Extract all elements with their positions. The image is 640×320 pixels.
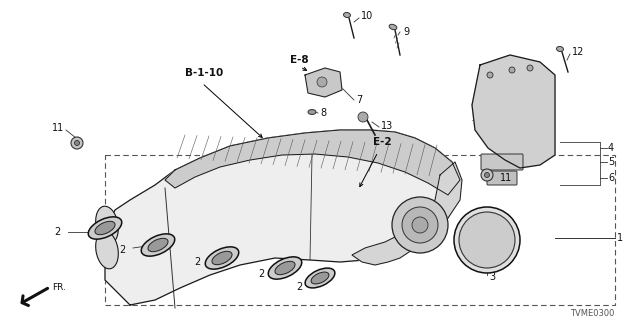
Ellipse shape [308, 109, 316, 115]
Circle shape [358, 112, 368, 122]
Circle shape [459, 212, 515, 268]
Circle shape [392, 197, 448, 253]
Ellipse shape [148, 238, 168, 252]
Circle shape [74, 140, 79, 146]
Ellipse shape [268, 257, 301, 279]
Ellipse shape [212, 251, 232, 265]
Ellipse shape [205, 247, 239, 269]
Text: 2: 2 [296, 282, 302, 292]
Polygon shape [165, 130, 460, 195]
Text: E-8: E-8 [290, 55, 308, 65]
Circle shape [481, 169, 493, 181]
Circle shape [412, 217, 428, 233]
Text: 2: 2 [258, 269, 264, 279]
Ellipse shape [95, 231, 118, 269]
Bar [105, 155, 615, 305]
Text: E-2: E-2 [373, 137, 392, 147]
Text: 9: 9 [403, 27, 409, 37]
Polygon shape [105, 130, 460, 305]
Text: 11: 11 [500, 173, 512, 183]
Circle shape [317, 77, 327, 87]
Text: 10: 10 [361, 11, 373, 21]
Ellipse shape [305, 268, 335, 288]
Ellipse shape [389, 24, 397, 30]
Circle shape [527, 65, 533, 71]
Polygon shape [305, 68, 342, 97]
Circle shape [71, 137, 83, 149]
Circle shape [402, 207, 438, 243]
Text: 11: 11 [52, 123, 64, 133]
Circle shape [454, 207, 520, 273]
Ellipse shape [141, 234, 175, 256]
Ellipse shape [311, 272, 329, 284]
FancyBboxPatch shape [481, 154, 523, 170]
Text: 2: 2 [119, 245, 125, 255]
Ellipse shape [95, 206, 118, 244]
Text: 7: 7 [356, 95, 362, 105]
Text: B-1-10: B-1-10 [185, 68, 223, 78]
Ellipse shape [557, 46, 563, 52]
Ellipse shape [344, 12, 351, 18]
Text: 2: 2 [54, 227, 60, 237]
Circle shape [487, 72, 493, 78]
Polygon shape [472, 55, 555, 168]
Text: 8: 8 [320, 108, 326, 118]
Ellipse shape [95, 221, 115, 235]
Text: 1: 1 [617, 233, 623, 243]
FancyBboxPatch shape [487, 171, 517, 185]
Circle shape [509, 67, 515, 73]
Text: 5: 5 [608, 157, 614, 167]
Text: 6: 6 [608, 173, 614, 183]
Circle shape [484, 172, 490, 178]
Text: FR.: FR. [52, 284, 66, 292]
Polygon shape [352, 162, 462, 265]
Ellipse shape [88, 217, 122, 239]
Text: 12: 12 [572, 47, 584, 57]
Text: 13: 13 [381, 121, 393, 131]
Ellipse shape [275, 261, 295, 275]
Text: 4: 4 [608, 143, 614, 153]
Text: 3: 3 [489, 272, 495, 282]
Text: 2: 2 [194, 257, 200, 267]
Text: TVME0300: TVME0300 [570, 308, 614, 317]
